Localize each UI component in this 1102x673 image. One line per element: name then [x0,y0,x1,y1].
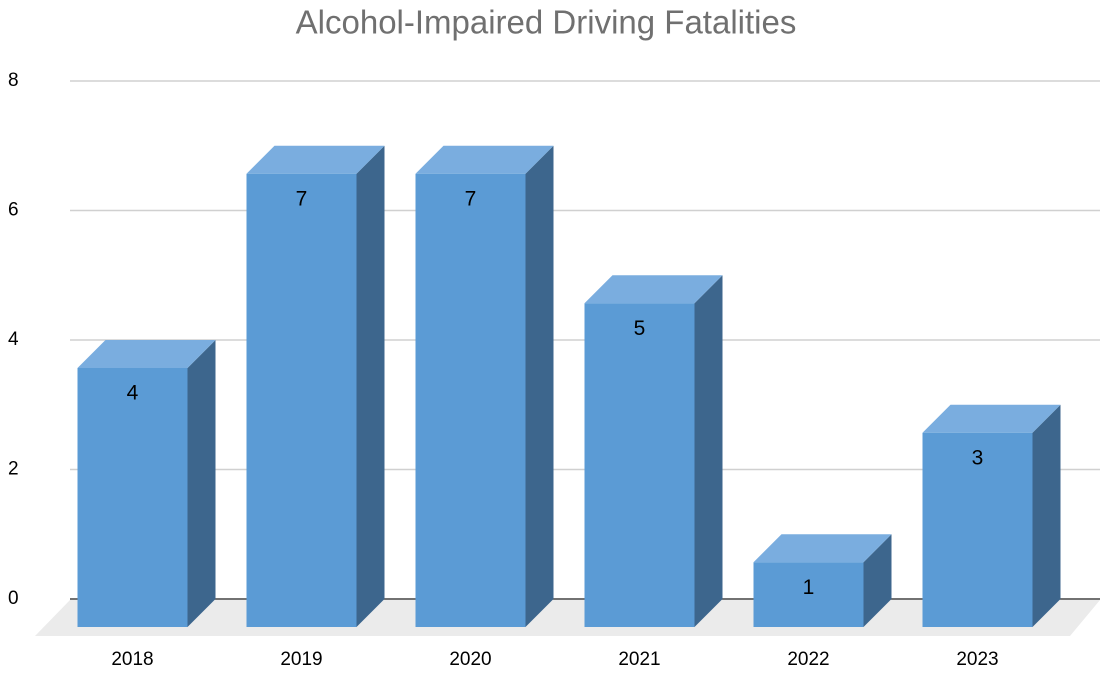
bar-side [863,534,892,627]
bar-side [356,145,385,627]
bar [922,432,1033,627]
data-label: 5 [634,317,646,340]
x-tick-label: 2019 [280,649,322,670]
bar-top [584,275,723,304]
bar-side [694,275,723,627]
chart-title: Alcohol-Impaired Driving Fatalities [296,4,797,41]
bar-top [415,145,554,174]
y-tick-label: 0 [8,588,19,609]
bar-top [246,145,385,174]
x-tick-label: 2022 [787,649,829,670]
x-tick-label: 2021 [618,649,660,670]
bar-side [525,145,554,627]
y-tick-label: 6 [8,200,19,221]
bar-top [77,340,216,368]
data-label: 4 [127,382,139,405]
bar-top [753,534,892,563]
data-label: 1 [803,576,815,599]
bar [246,173,357,627]
x-tick-label: 2020 [449,649,491,670]
bar [77,368,188,627]
data-label: 3 [972,446,984,469]
y-tick-label: 8 [8,70,19,91]
bar [415,173,526,627]
y-tick-label: 4 [8,329,19,350]
bar-side [1032,404,1061,627]
bar-side [187,340,216,627]
data-label: 7 [296,187,308,210]
bar [584,303,695,627]
x-tick-label: 2023 [956,649,998,670]
bar-top [922,404,1061,433]
x-tick-label: 2018 [111,649,153,670]
y-tick-label: 2 [8,459,19,480]
data-label: 7 [465,187,477,210]
bar [753,562,864,627]
